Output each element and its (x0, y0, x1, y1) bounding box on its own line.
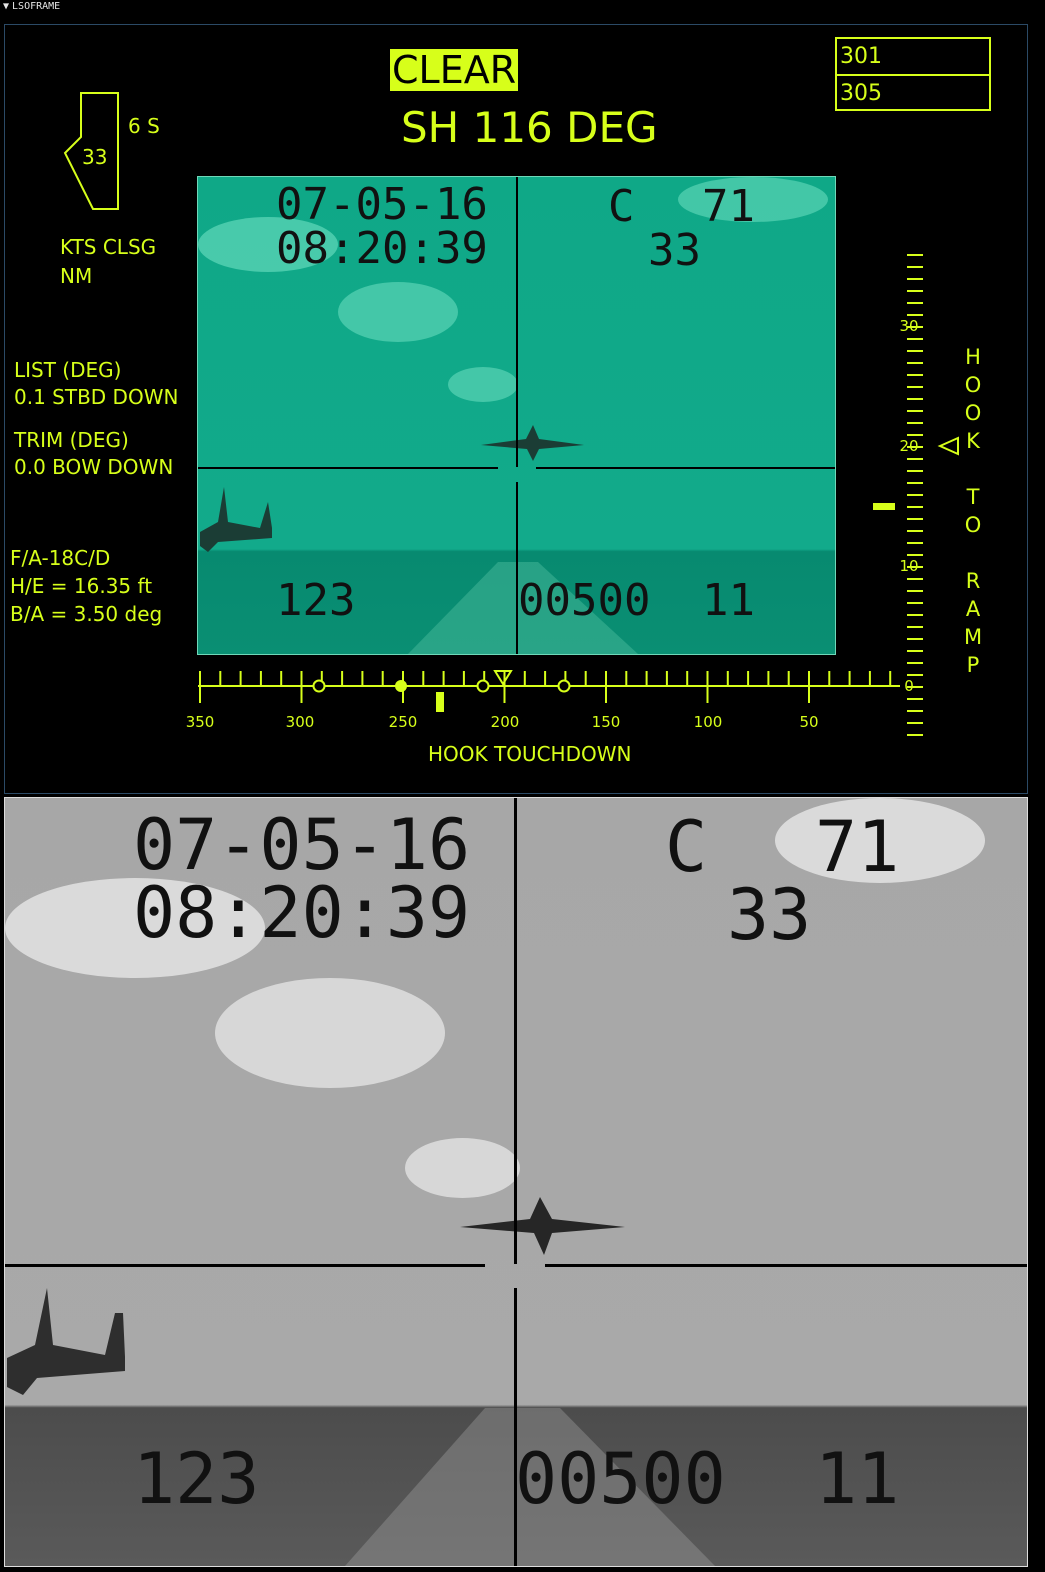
camera-bottom-left: 123 (276, 575, 356, 626)
ramp-indicator-triangle-icon (937, 436, 959, 456)
vertical-letter: M (963, 625, 983, 649)
camera-time: 08:20:39 (133, 872, 471, 954)
camera-bottom-mid: 00500 (515, 1438, 726, 1520)
approaching-jet-icon (481, 425, 584, 461)
camera-c-sub: 33 (727, 874, 812, 956)
crosshair-vertical-top (516, 177, 518, 467)
current-hook-marker (436, 692, 444, 712)
camera-c-value: 71 (815, 806, 900, 888)
closure-rate-label: KTS CLSG (60, 235, 157, 259)
collapse-arrow-icon[interactable]: ▼ (3, 1, 10, 12)
range-label: NM (60, 264, 93, 288)
vertical-letter: O (964, 373, 982, 397)
scale-tick-label: 150 (592, 713, 621, 731)
parked-jet-icon (7, 1288, 125, 1395)
wind-speed-label: 6 S (128, 114, 160, 138)
ramp-tick-label: 20 (899, 437, 918, 455)
vertical-letter: O (964, 401, 982, 425)
vertical-letter: H (965, 345, 981, 369)
cloud (775, 798, 985, 883)
cloud (215, 978, 445, 1088)
touchdown-marker-icon (557, 679, 571, 693)
touchdown-marker-icon (476, 679, 490, 693)
crosshair-horizontal-right (536, 467, 835, 469)
trim-label: TRIM (DEG) (14, 428, 129, 452)
hook-touchdown-scale: 350 300 250 200 150 100 50 (186, 670, 900, 731)
camera-time: 08:20:39 (276, 223, 488, 274)
camera-bottom-mid: 00500 (518, 575, 651, 626)
vertical-letter: O (964, 513, 982, 537)
vertical-letter: R (965, 569, 981, 593)
cloud (198, 217, 338, 272)
camera-bottom-left: 123 (133, 1438, 260, 1520)
side-number-boxes: 301 305 (835, 37, 991, 111)
wind-direction-value: 33 (82, 145, 108, 169)
crosshair-vertical-bottom (516, 482, 518, 654)
target-triangle-icon (493, 670, 513, 686)
hook-to-ramp-scale: 30 20 10 0 (873, 254, 959, 736)
vertical-letter: T (966, 485, 980, 509)
hud-camera-view: 07-05-16 08:20:39 C 71 33 123 00500 11 (197, 176, 836, 655)
crosshair-vertical-top (514, 798, 517, 1264)
scale-tick-label: 100 (694, 713, 723, 731)
clear-status-badge: CLEAR (390, 48, 519, 92)
vertical-letter: K (966, 429, 980, 453)
wind-arrow-icon (63, 92, 119, 210)
camera-c-value: 71 (702, 181, 755, 232)
aircraft-type: F/A-18C/D (10, 546, 111, 570)
camera-c-label: C (608, 181, 635, 232)
window-titlebar[interactable]: ▼ LSOFRAME (0, 0, 1045, 14)
crosshair-horizontal-left (5, 1264, 485, 1267)
cloud (448, 367, 518, 402)
deck-lineup-icon (345, 1408, 715, 1566)
approaching-jet-icon (460, 1197, 625, 1255)
main-camera-view: 07-05-16 08:20:39 C 71 33 123 00500 11 (4, 797, 1028, 1567)
vertical-letter: A (965, 597, 981, 621)
list-label: LIST (DEG) (14, 358, 122, 382)
camera-date: 07-05-16 (133, 804, 471, 886)
camera-bottom-right: 11 (815, 1438, 900, 1520)
ramp-tick-label: 30 (899, 317, 918, 335)
hook-eye-distance: H/E = 16.35 ft (10, 574, 153, 598)
crosshair-vertical-bottom (514, 1288, 517, 1566)
crosshair-horizontal-right (545, 1264, 1027, 1267)
scale-tick-label: 300 (286, 713, 315, 731)
cloud (5, 878, 265, 978)
side-number-box[interactable]: 305 (837, 74, 989, 111)
scale-tick-label: 350 (186, 713, 215, 731)
scale-tick-label: 50 (799, 713, 818, 731)
window-title: LSOFRAME (12, 1, 61, 12)
touchdown-marker-filled-icon (395, 680, 407, 692)
list-value: 0.1 STBD DOWN (14, 385, 179, 409)
bolter-angle: B/A = 3.50 deg (10, 602, 163, 626)
crosshair-horizontal-left (198, 467, 498, 469)
ship-heading: SH 116 DEG (401, 103, 658, 152)
scale-tick-label: 200 (491, 713, 520, 731)
lso-display-panel: CLEAR SH 116 DEG 301 305 33 6 S KTS CLSG… (4, 24, 1028, 794)
camera-c-sub: 33 (648, 225, 701, 276)
side-number-box[interactable]: 301 (840, 44, 882, 69)
cloud (405, 1138, 520, 1198)
cloud (678, 177, 828, 222)
trim-value: 0.0 BOW DOWN (14, 455, 174, 479)
camera-bottom-right: 11 (702, 575, 755, 626)
camera-date: 07-05-16 (276, 179, 488, 230)
ramp-tick-label: 0 (904, 677, 914, 695)
parked-jet-icon (200, 487, 272, 552)
cloud (338, 282, 458, 342)
vertical-letter: P (966, 653, 980, 677)
ramp-tick-label: 10 (899, 557, 918, 575)
current-ramp-marker (873, 503, 895, 510)
touchdown-marker-icon (312, 679, 326, 693)
hook-touchdown-label: HOOK TOUCHDOWN (428, 742, 632, 766)
camera-c-label: C (665, 806, 708, 888)
deck-lineup-icon (408, 562, 638, 654)
scale-tick-label: 250 (389, 713, 418, 731)
